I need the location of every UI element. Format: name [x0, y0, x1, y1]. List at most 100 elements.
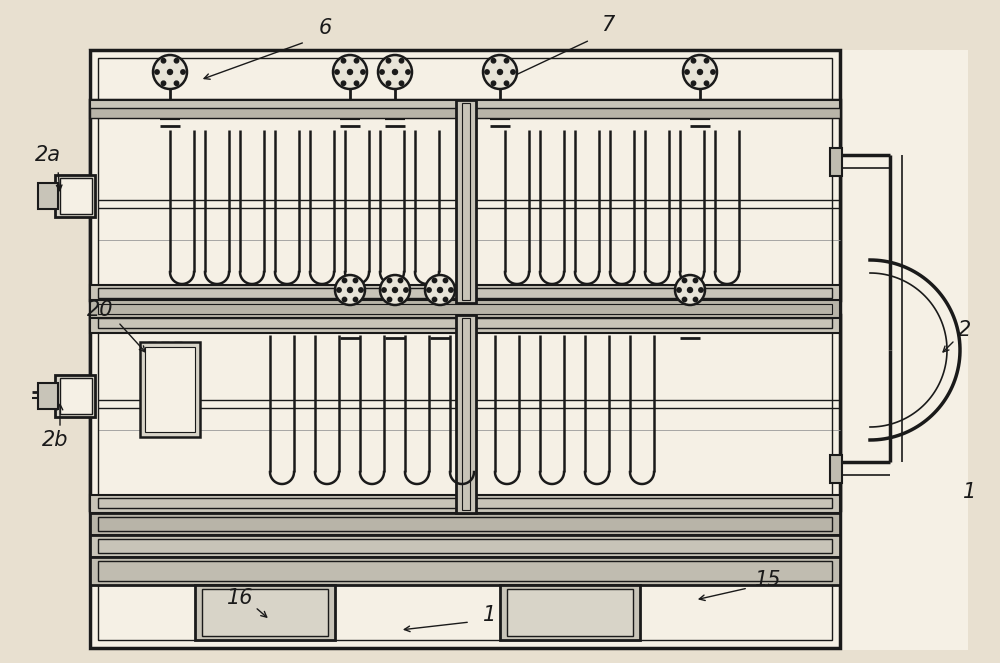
Circle shape [504, 58, 509, 63]
Circle shape [335, 70, 339, 74]
Circle shape [174, 81, 179, 86]
Circle shape [161, 58, 166, 63]
Circle shape [682, 278, 687, 282]
Circle shape [392, 288, 398, 292]
Circle shape [153, 55, 187, 89]
Circle shape [427, 288, 431, 292]
Circle shape [354, 81, 359, 86]
Bar [55, 175, 95, 217]
Bar [90, 315, 840, 510]
Circle shape [337, 288, 341, 292]
Circle shape [691, 58, 696, 63]
Bar [145, 347, 195, 432]
Circle shape [168, 70, 173, 74]
Circle shape [161, 81, 166, 86]
Circle shape [341, 81, 346, 86]
Circle shape [491, 58, 496, 63]
Bar [90, 285, 840, 303]
Bar [98, 288, 832, 298]
Circle shape [677, 288, 681, 292]
Circle shape [425, 275, 455, 305]
Circle shape [404, 288, 408, 292]
Circle shape [443, 297, 448, 302]
Circle shape [438, 288, 442, 292]
Circle shape [504, 81, 509, 86]
Circle shape [361, 70, 365, 74]
Text: 20: 20 [87, 300, 113, 320]
Circle shape [483, 55, 517, 89]
Circle shape [333, 55, 367, 89]
Circle shape [398, 278, 403, 282]
Bar [38, 383, 58, 409]
Text: 2b: 2b [42, 430, 68, 450]
Bar [98, 539, 832, 553]
Bar [90, 535, 840, 557]
Bar [90, 513, 840, 535]
Circle shape [699, 288, 703, 292]
Circle shape [380, 70, 384, 74]
Circle shape [353, 278, 358, 282]
Circle shape [386, 81, 391, 86]
Circle shape [174, 58, 179, 63]
Circle shape [348, 288, 353, 292]
Circle shape [335, 275, 365, 305]
Circle shape [354, 58, 359, 63]
Text: 7: 7 [601, 15, 615, 35]
Bar [462, 103, 470, 300]
Circle shape [399, 58, 404, 63]
Bar [456, 315, 476, 513]
Text: 6: 6 [318, 18, 332, 38]
Bar [98, 58, 832, 640]
Bar [38, 183, 58, 209]
Bar [90, 557, 840, 585]
Circle shape [387, 297, 392, 302]
Circle shape [432, 297, 437, 302]
Text: 15: 15 [755, 570, 781, 590]
Circle shape [491, 81, 496, 86]
Bar [98, 561, 832, 581]
Circle shape [698, 70, 702, 74]
Circle shape [359, 288, 363, 292]
Circle shape [342, 297, 347, 302]
Circle shape [398, 297, 403, 302]
Circle shape [380, 275, 410, 305]
Bar [88, 50, 968, 650]
Bar [90, 50, 840, 648]
Bar [140, 342, 200, 437]
Bar [830, 148, 842, 176]
Circle shape [155, 70, 159, 74]
Circle shape [399, 81, 404, 86]
Circle shape [693, 278, 698, 282]
Circle shape [498, 70, 503, 74]
Circle shape [382, 288, 386, 292]
Circle shape [386, 58, 391, 63]
Bar [98, 318, 832, 328]
Circle shape [485, 70, 489, 74]
Circle shape [704, 81, 709, 86]
Text: 1: 1 [963, 482, 976, 502]
Circle shape [688, 288, 692, 292]
Bar [98, 304, 832, 314]
Circle shape [691, 81, 696, 86]
Circle shape [432, 278, 437, 282]
Circle shape [341, 58, 346, 63]
Circle shape [682, 297, 687, 302]
Bar [55, 375, 95, 417]
Text: 2a: 2a [35, 145, 61, 165]
Circle shape [378, 55, 412, 89]
Bar [98, 517, 832, 531]
Circle shape [406, 70, 410, 74]
Bar [507, 589, 633, 636]
Bar [500, 585, 640, 640]
Bar [90, 495, 840, 513]
Circle shape [392, 70, 398, 74]
Circle shape [353, 297, 358, 302]
Circle shape [342, 278, 347, 282]
Circle shape [693, 297, 698, 302]
Circle shape [685, 70, 689, 74]
Circle shape [711, 70, 715, 74]
Circle shape [511, 70, 515, 74]
Text: 1: 1 [483, 605, 497, 625]
Bar [202, 589, 328, 636]
Circle shape [181, 70, 185, 74]
